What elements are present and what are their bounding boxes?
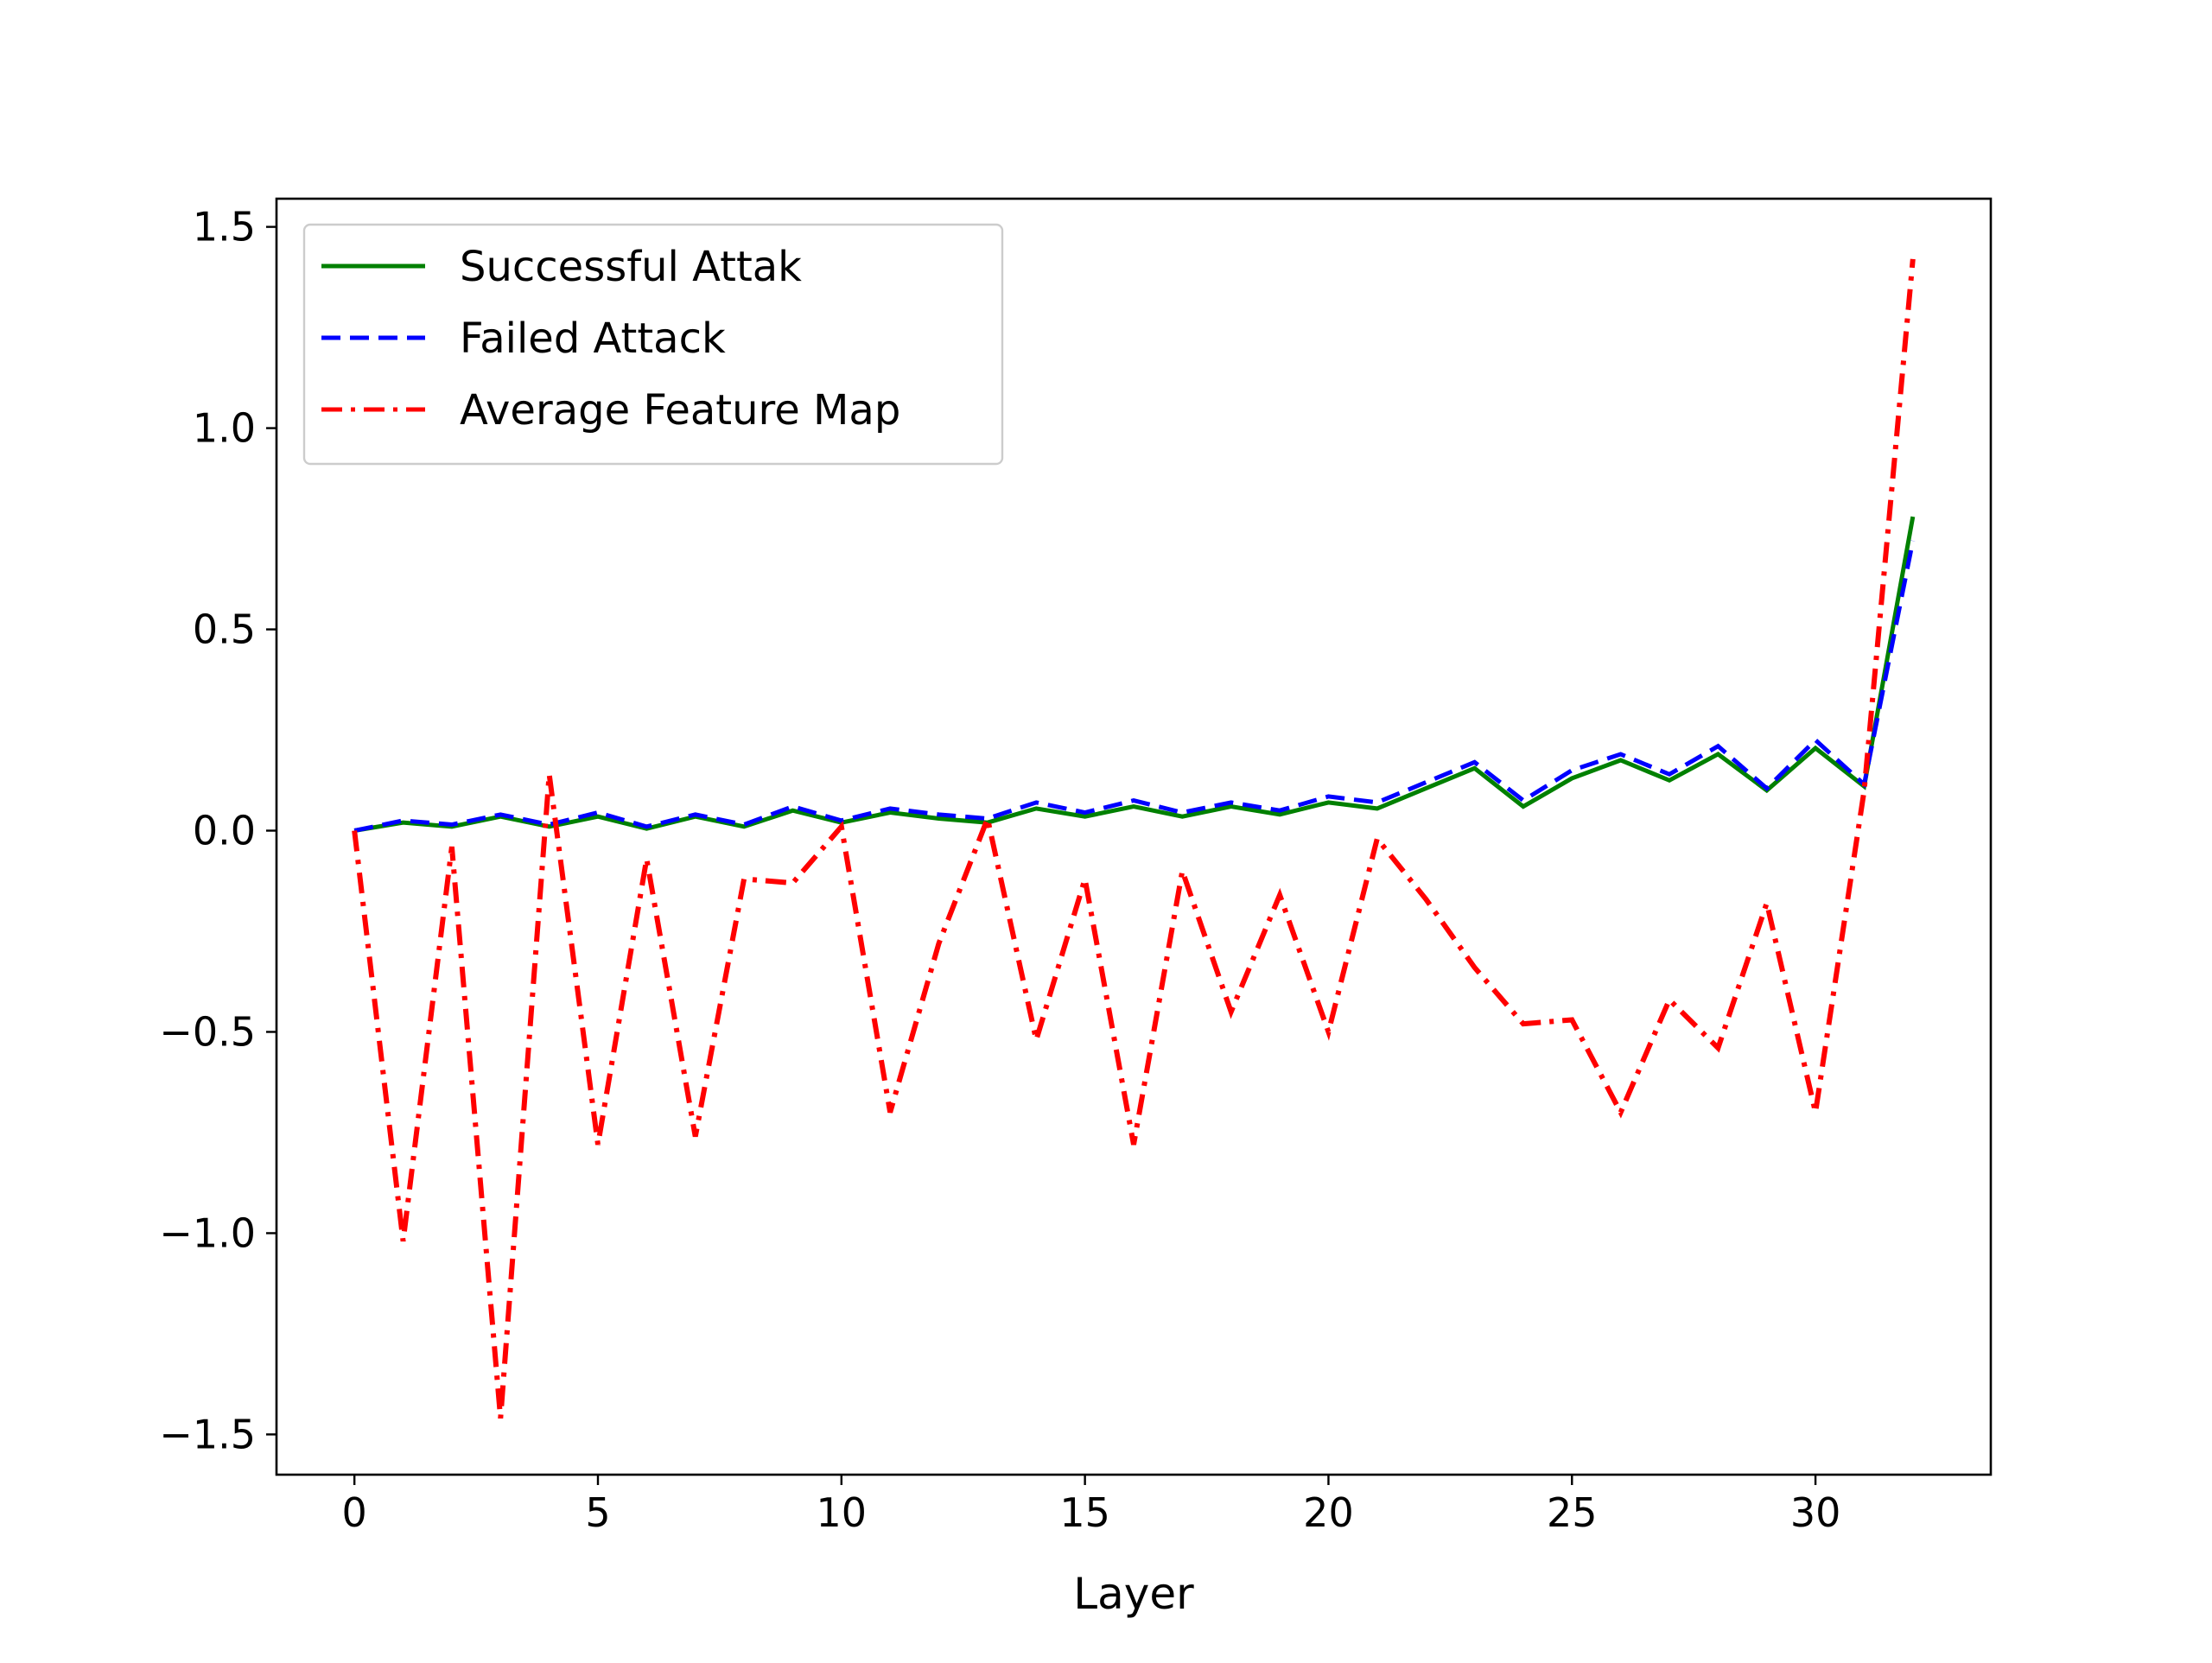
y-tick-label: −1.0 <box>159 1209 256 1256</box>
series-line-3 <box>352 258 1916 1419</box>
series-layer <box>352 258 1916 1419</box>
x-tick-label: 15 <box>1059 1489 1110 1536</box>
legend: Successful Attak Failed Attack Average Fea… <box>302 223 1004 466</box>
legend-label: Average Feature Map <box>460 386 900 435</box>
x-tick-label: 10 <box>817 1489 868 1536</box>
x-axis: 0 5 10 15 20 25 30 <box>342 1475 1841 1536</box>
y-tick-label: 1.0 <box>193 405 256 452</box>
x-tick-label: 5 <box>585 1489 610 1536</box>
y-tick-label: 0.0 <box>193 808 256 854</box>
x-tick-label: 20 <box>1303 1489 1354 1536</box>
x-tick-label: 0 <box>342 1489 367 1536</box>
y-tick-label: −0.5 <box>159 1008 256 1055</box>
y-axis: −1.5 −1.0 −0.5 0.0 0.5 1.0 1.5 <box>159 204 276 1457</box>
x-tick-label: 25 <box>1547 1489 1598 1536</box>
x-tick-label: 30 <box>1790 1489 1841 1536</box>
legend-box <box>302 223 1004 466</box>
y-tick-label: 1.5 <box>193 204 256 251</box>
y-tick-label: −1.5 <box>159 1411 256 1457</box>
legend-label: Successful Attak <box>460 243 802 291</box>
y-tick-label: 0.5 <box>193 606 256 653</box>
series-line-1 <box>353 516 1916 833</box>
series-line-2 <box>353 540 1916 833</box>
legend-label: Failed Attack <box>460 314 726 363</box>
plot-frame <box>275 197 1993 1476</box>
x-axis-label: Layer <box>1073 1569 1194 1619</box>
